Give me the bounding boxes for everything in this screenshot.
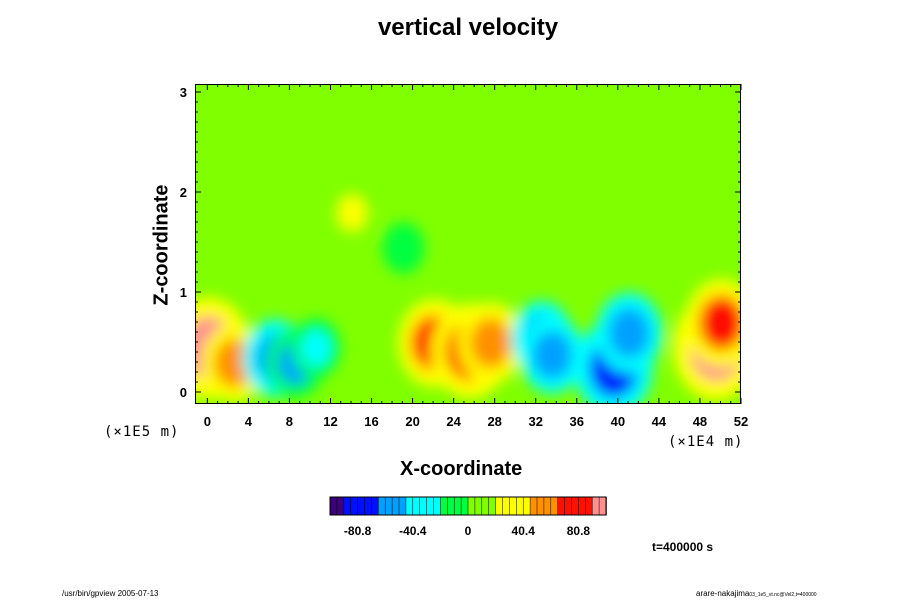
colorbar-segment <box>371 496 380 516</box>
x-tick-label: 12 <box>323 414 337 429</box>
colorbar-tick-label: 80.8 <box>567 524 591 538</box>
field-feature <box>497 217 525 249</box>
colorbar-segment <box>495 496 504 516</box>
field-feature <box>469 317 512 369</box>
colorbar-segment <box>357 496 366 516</box>
chart-title: vertical velocity <box>377 14 559 41</box>
footer-right: arare-nakajima03_1e5_vt.nc@Vel2,t=400000 <box>696 589 817 598</box>
x-scale-label: (×1E4 m) <box>668 434 744 450</box>
colorbar-border <box>329 496 607 516</box>
colorbar-segment <box>350 496 359 516</box>
colorbar-tick-label: -40.4 <box>399 524 427 538</box>
field-feature <box>532 330 573 380</box>
z-scale-label: (×1E5 m) <box>104 424 180 440</box>
colorbar-segment <box>529 496 538 516</box>
x-tick-label: 8 <box>286 414 293 429</box>
x-tick-label: 0 <box>204 414 211 429</box>
x-tick-label: 52 <box>734 414 748 429</box>
field-feature <box>300 329 332 367</box>
x-tick-label: 40 <box>611 414 625 429</box>
colorbar-segment <box>557 496 566 516</box>
time-label: t=400000 s <box>652 540 714 554</box>
colorbar-segment <box>522 496 531 516</box>
x-axis-label: X-coordinate <box>400 458 523 480</box>
footer-left: /usr/bin/gpview 2005-07-13 <box>62 589 159 598</box>
colorbar-segment <box>481 496 490 516</box>
colorbar-segment <box>571 496 580 516</box>
x-tick-label: 36 <box>570 414 584 429</box>
colorbar-segment <box>336 496 345 516</box>
colorbar-segment <box>419 496 428 516</box>
colorbar-segment <box>453 496 462 516</box>
colorbar-segment <box>550 496 559 516</box>
field-feature <box>390 232 417 264</box>
field-feature <box>608 307 650 359</box>
colorbar-segment <box>447 496 455 516</box>
colorbar-segment <box>405 496 414 516</box>
heatmap-field <box>196 85 740 403</box>
colorbar-segment <box>598 496 607 516</box>
colorbar-segment <box>384 496 393 516</box>
colorbar-segment <box>543 496 552 516</box>
colorbar-segment <box>585 496 593 516</box>
colorbar-segment <box>502 496 511 516</box>
colorbar-segment <box>474 496 483 516</box>
colorbar-segment <box>460 496 469 516</box>
y-tick-label: 3 <box>180 85 187 100</box>
footer-right-main: arare-nakajima <box>696 589 750 598</box>
colorbar-segment <box>426 496 435 516</box>
colorbar-segment <box>564 496 573 516</box>
x-tick-label: 28 <box>487 414 501 429</box>
colorbar-segment <box>536 496 545 516</box>
x-tick-label: 48 <box>693 414 707 429</box>
colorbar-segment <box>578 496 587 516</box>
colorbar-segment <box>412 496 421 516</box>
footer-right-small: 03_1e5_vt.nc@Vel2,t=400000 <box>749 592 817 598</box>
colorbar-segment <box>398 496 407 516</box>
colorbar-segment <box>364 496 373 516</box>
colorbar-segment <box>433 496 442 516</box>
colorbar-tick-label: 40.4 <box>512 524 536 538</box>
colorbar-segment <box>509 496 518 516</box>
colorbar-segment <box>516 496 524 516</box>
x-tick-label: 32 <box>529 414 543 429</box>
colorbar-segment <box>329 496 338 516</box>
field-feature <box>698 295 740 351</box>
field-feature <box>337 195 367 231</box>
colorbar-segment <box>378 496 386 516</box>
colorbar-segment <box>488 496 497 516</box>
y-tick-label: 0 <box>180 385 187 400</box>
x-tick-label: 44 <box>652 414 667 429</box>
y-tick-label: 1 <box>180 285 187 300</box>
colorbar-segment <box>467 496 476 516</box>
x-tick-label: 20 <box>405 414 419 429</box>
colorbar-tick-label: -80.8 <box>344 524 372 538</box>
colorbar-tick-label: 0 <box>465 524 472 538</box>
colorbar-segment <box>591 496 600 516</box>
colorbar-segment <box>343 496 352 516</box>
x-tick-label: 16 <box>364 414 378 429</box>
heatmap-area <box>195 84 741 404</box>
y-tick-label: 2 <box>180 185 187 200</box>
colorbar-segment <box>440 496 449 516</box>
x-tick-label: 24 <box>446 414 461 429</box>
x-tick-label: 4 <box>245 414 253 429</box>
colorbar-segment <box>391 496 400 516</box>
